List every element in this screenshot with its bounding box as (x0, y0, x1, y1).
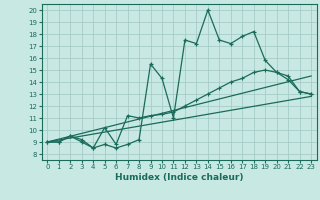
X-axis label: Humidex (Indice chaleur): Humidex (Indice chaleur) (115, 173, 244, 182)
